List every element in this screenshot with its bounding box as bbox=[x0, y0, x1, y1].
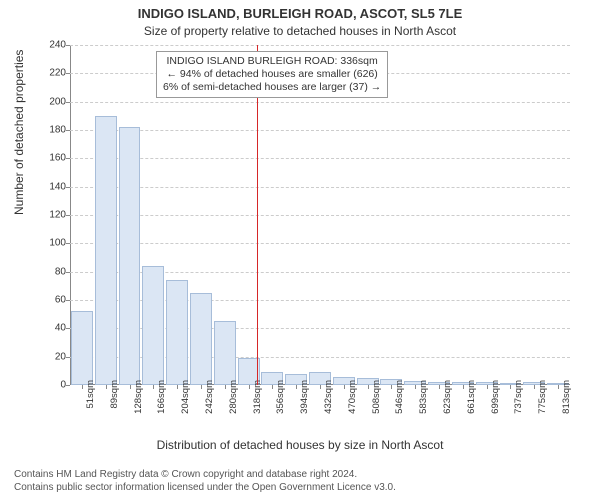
xtick-label: 204sqm bbox=[180, 380, 191, 414]
footer-line-1: Contains HM Land Registry data © Crown c… bbox=[14, 469, 396, 482]
xtick-label: 394sqm bbox=[299, 380, 310, 414]
xtick-label: 166sqm bbox=[156, 380, 167, 414]
xtick-mark bbox=[177, 385, 178, 389]
xtick-mark bbox=[534, 385, 535, 389]
xtick-mark bbox=[249, 385, 250, 389]
xtick-label: 583sqm bbox=[418, 380, 429, 414]
ytick-mark bbox=[66, 243, 70, 244]
ytick-label: 100 bbox=[38, 238, 66, 249]
xtick-label: 280sqm bbox=[228, 380, 239, 414]
xtick-mark bbox=[320, 385, 321, 389]
ytick-mark bbox=[66, 328, 70, 329]
xtick-mark bbox=[82, 385, 83, 389]
histogram-bar bbox=[95, 116, 117, 385]
xtick-mark bbox=[344, 385, 345, 389]
xtick-mark bbox=[225, 385, 226, 389]
xtick-label: 89sqm bbox=[109, 380, 120, 409]
gridline bbox=[70, 215, 570, 216]
ytick-mark bbox=[66, 215, 70, 216]
ytick-mark bbox=[66, 357, 70, 358]
xtick-mark bbox=[296, 385, 297, 389]
y-axis-label: Number of detached properties bbox=[12, 50, 26, 215]
xtick-label: 128sqm bbox=[133, 380, 144, 414]
xtick-label: 356sqm bbox=[275, 380, 286, 414]
xtick-mark bbox=[106, 385, 107, 389]
gridline bbox=[70, 102, 570, 103]
xtick-mark bbox=[391, 385, 392, 389]
gridline bbox=[70, 158, 570, 159]
ytick-label: 40 bbox=[38, 323, 66, 334]
ytick-mark bbox=[66, 102, 70, 103]
xtick-label: 318sqm bbox=[252, 380, 263, 414]
ytick-mark bbox=[66, 45, 70, 46]
ytick-label: 120 bbox=[38, 210, 66, 221]
xtick-mark bbox=[130, 385, 131, 389]
xtick-mark bbox=[153, 385, 154, 389]
xtick-label: 51sqm bbox=[85, 380, 96, 409]
ytick-label: 60 bbox=[38, 295, 66, 306]
footer-line-2: Contains public sector information licen… bbox=[14, 482, 396, 495]
annotation-line: INDIGO ISLAND BURLEIGH ROAD: 336sqm bbox=[163, 55, 381, 68]
xtick-mark bbox=[439, 385, 440, 389]
x-axis-label: Distribution of detached houses by size … bbox=[0, 438, 600, 452]
xtick-label: 470sqm bbox=[347, 380, 358, 414]
histogram-bar bbox=[190, 293, 212, 385]
histogram-bar bbox=[71, 311, 93, 385]
ytick-mark bbox=[66, 130, 70, 131]
ytick-label: 20 bbox=[38, 351, 66, 362]
annotation-line: 6% of semi-detached houses are larger (3… bbox=[163, 81, 381, 94]
xtick-mark bbox=[558, 385, 559, 389]
plot-area: 51sqm89sqm128sqm166sqm204sqm242sqm280sqm… bbox=[70, 45, 570, 385]
histogram-bar bbox=[119, 127, 141, 385]
xtick-label: 623sqm bbox=[442, 380, 453, 414]
xtick-mark bbox=[201, 385, 202, 389]
annotation-box: INDIGO ISLAND BURLEIGH ROAD: 336sqm← 94%… bbox=[156, 51, 388, 98]
footer-attribution: Contains HM Land Registry data © Crown c… bbox=[14, 469, 396, 494]
xtick-label: 546sqm bbox=[394, 380, 405, 414]
xtick-mark bbox=[272, 385, 273, 389]
xtick-label: 508sqm bbox=[371, 380, 382, 414]
ytick-label: 180 bbox=[38, 125, 66, 136]
xtick-mark bbox=[463, 385, 464, 389]
chart-title: INDIGO ISLAND, BURLEIGH ROAD, ASCOT, SL5… bbox=[0, 6, 600, 21]
xtick-mark bbox=[415, 385, 416, 389]
xtick-label: 242sqm bbox=[204, 380, 215, 414]
ytick-label: 0 bbox=[38, 380, 66, 391]
xtick-label: 737sqm bbox=[513, 380, 524, 414]
gridline bbox=[70, 187, 570, 188]
gridline bbox=[70, 130, 570, 131]
xtick-label: 775sqm bbox=[537, 380, 548, 414]
ytick-mark bbox=[66, 385, 70, 386]
xtick-label: 661sqm bbox=[466, 380, 477, 414]
ytick-mark bbox=[66, 73, 70, 74]
gridline bbox=[70, 45, 570, 46]
xtick-label: 813sqm bbox=[561, 380, 572, 414]
annotation-line: ← 94% of detached houses are smaller (62… bbox=[163, 68, 381, 81]
histogram-bar bbox=[166, 280, 188, 385]
xtick-mark bbox=[510, 385, 511, 389]
ytick-label: 80 bbox=[38, 266, 66, 277]
xtick-label: 432sqm bbox=[323, 380, 334, 414]
ytick-mark bbox=[66, 158, 70, 159]
ytick-label: 240 bbox=[38, 40, 66, 51]
xtick-mark bbox=[487, 385, 488, 389]
ytick-mark bbox=[66, 272, 70, 273]
chart-subtitle: Size of property relative to detached ho… bbox=[0, 24, 600, 38]
ytick-mark bbox=[66, 187, 70, 188]
xtick-label: 699sqm bbox=[490, 380, 501, 414]
xtick-mark bbox=[368, 385, 369, 389]
histogram-bar bbox=[142, 266, 164, 385]
ytick-mark bbox=[66, 300, 70, 301]
ytick-label: 200 bbox=[38, 96, 66, 107]
gridline bbox=[70, 243, 570, 244]
histogram-bar bbox=[214, 321, 236, 385]
ytick-label: 140 bbox=[38, 181, 66, 192]
ytick-label: 220 bbox=[38, 68, 66, 79]
ytick-label: 160 bbox=[38, 153, 66, 164]
